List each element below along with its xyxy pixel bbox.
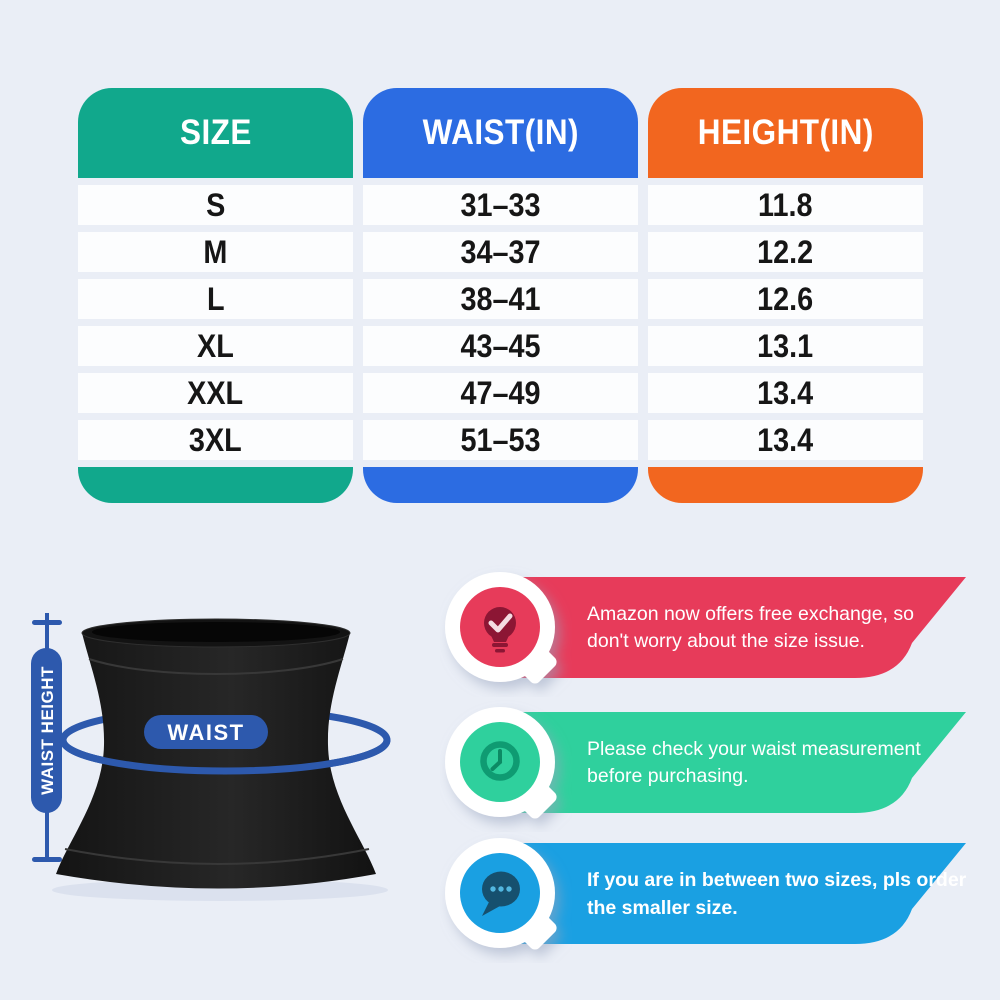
size-column-header: SIZE <box>78 88 353 178</box>
tip-between-sizes-text: If you are in between two sizes, pls ord… <box>587 866 966 922</box>
table-cell-height-s: 11.8 <box>648 185 923 225</box>
tip-line: Please check your waist measurement <box>587 737 921 760</box>
tip-line: don't worry about the size issue. <box>587 629 865 652</box>
tip-free-exchange-text: Amazon now offers free exchange, so don'… <box>587 601 914 655</box>
table-cell-size-s: S <box>78 185 353 225</box>
clock-icon <box>445 707 557 819</box>
size-column: SIZE S M L XL XXL 3XL <box>78 88 353 503</box>
tip-check-measurement: Please check your waist measurement befo… <box>445 707 1000 819</box>
height-column: HEIGHT(IN) 11.8 12.2 12.6 13.1 13.4 13.4 <box>648 88 923 503</box>
waist-pill-label: WAIST <box>167 720 244 745</box>
table-cell-waist-3xl: 51–53 <box>363 420 638 460</box>
height-column-header: HEIGHT(IN) <box>648 88 923 178</box>
table-cell-waist-xl: 43–45 <box>363 326 638 366</box>
table-cell-waist-m: 34–37 <box>363 232 638 272</box>
height-column-footer <box>648 467 923 503</box>
waist-trainer-diagram: WAIST HEIGHT WAIST <box>31 613 391 901</box>
waist-pill <box>144 715 268 749</box>
table-cell-size-xl: XL <box>78 326 353 366</box>
table-cell-waist-xxl: 47–49 <box>363 373 638 413</box>
waist-height-ruler: WAIST HEIGHT <box>31 613 62 862</box>
tip-line: the smaller size. <box>587 896 738 919</box>
table-cell-height-xxl: 13.4 <box>648 373 923 413</box>
tip-line: Amazon now offers free exchange, so <box>587 602 914 625</box>
bulb-check-icon <box>445 572 557 684</box>
trainer-bottom-seam <box>64 848 370 865</box>
waist-column: WAIST(IN) 31–33 34–37 38–41 43–45 47–49 … <box>363 88 638 503</box>
table-cell-height-3xl: 13.4 <box>648 420 923 460</box>
waist-band-ellipse-front <box>59 740 391 775</box>
tip-free-exchange: Amazon now offers free exchange, so don'… <box>445 572 1000 684</box>
table-cell-height-l: 12.6 <box>648 279 923 319</box>
waist-column-footer <box>363 467 638 503</box>
table-cell-size-3xl: 3XL <box>78 420 353 460</box>
waist-column-header: WAIST(IN) <box>363 88 638 178</box>
tip-ribbon-blue <box>510 843 966 944</box>
tip-check-measurement-text: Please check your waist measurement befo… <box>587 736 921 790</box>
tip-line: before purchasing. <box>587 764 749 787</box>
table-cell-waist-s: 31–33 <box>363 185 638 225</box>
tip-ribbon-green <box>510 712 966 813</box>
waist-height-label: WAIST HEIGHT <box>38 666 57 795</box>
trainer-opening <box>92 622 340 642</box>
table-cell-height-xl: 13.1 <box>648 326 923 366</box>
size-column-footer <box>78 467 353 503</box>
tip-line: If you are in between two sizes, pls ord… <box>587 868 967 891</box>
table-cell-height-m: 12.2 <box>648 232 923 272</box>
table-cell-size-m: M <box>78 232 353 272</box>
tip-between-sizes: If you are in between two sizes, pls ord… <box>445 838 1000 950</box>
size-table: SIZE S M L XL XXL 3XL WAIST(IN) 31–33 34… <box>78 88 923 503</box>
waist-trainer-body <box>56 633 376 889</box>
table-cell-waist-l: 38–41 <box>363 279 638 319</box>
table-cell-size-xxl: XXL <box>78 373 353 413</box>
tip-ribbon-red <box>510 577 966 678</box>
height-column-label: HEIGHT(IN) <box>697 113 874 152</box>
table-cell-size-l: L <box>78 279 353 319</box>
trainer-top-seam <box>88 658 344 675</box>
size-column-label: SIZE <box>179 113 252 152</box>
chat-dots-icon <box>445 838 557 950</box>
waist-column-label: WAIST(IN) <box>422 113 579 152</box>
